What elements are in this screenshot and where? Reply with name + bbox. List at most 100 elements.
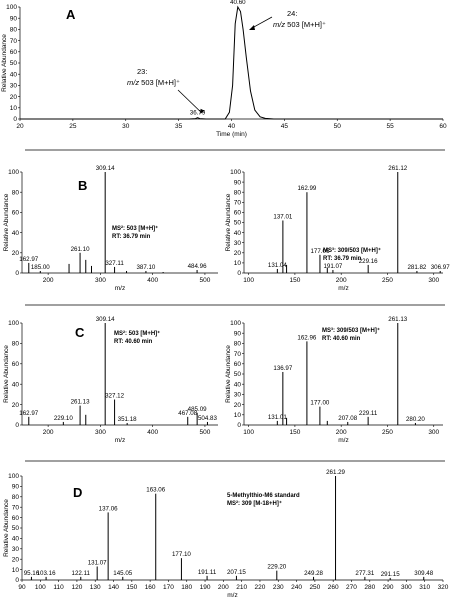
- peak-label: 249.28: [304, 570, 323, 577]
- peak-label: 136.97: [273, 365, 292, 372]
- y-tick-label: 40: [12, 381, 20, 388]
- peak-label: 207.08: [338, 415, 357, 422]
- x-tick-label: 100: [243, 429, 254, 436]
- y-tick-label: 10: [234, 412, 242, 419]
- y-axis-label: Relative Abundance: [225, 345, 232, 403]
- panel-letter-c: C: [75, 325, 85, 340]
- y-tick-label: 100: [8, 473, 19, 480]
- peak-label: 261.29: [326, 469, 345, 476]
- y-tick-label: 90: [10, 15, 18, 22]
- chart-b-ms3-spectrum: 0 10 20 30 40 50 60 70 80 90 100 100 150 200 250 300 m/z…: [225, 165, 450, 292]
- y-tick-label: 30: [234, 240, 242, 247]
- peak-label: 177.00: [310, 400, 329, 407]
- y-tick-label: 10: [10, 105, 18, 112]
- y-tick-label: 80: [12, 189, 20, 196]
- y-tick-label: 0: [13, 116, 17, 123]
- x-axis-label: m/z: [115, 285, 125, 292]
- x-tick-label: 40: [228, 123, 236, 130]
- x-tick-label: 500: [200, 429, 211, 436]
- peak-label: 122.11: [72, 570, 91, 577]
- y-tick-label: 30: [234, 392, 242, 399]
- x-tick-label: 35: [175, 123, 183, 130]
- y-axis-label: Relative Abundance: [3, 193, 10, 251]
- peak-label: 229.16: [359, 258, 378, 265]
- peak-label: 163.06: [146, 487, 165, 494]
- y-axis-label: Relative Abundance: [3, 345, 10, 403]
- y-tick-label: 100: [6, 4, 17, 11]
- annotation-23-arrow: [177, 89, 202, 114]
- y-tick-label: 60: [12, 210, 20, 217]
- spectrum-annotation-line: MS²: 503 [M+H]⁺: [114, 330, 160, 337]
- x-tick-label: 400: [147, 429, 158, 436]
- spectrum-annotation-line: RT: 36.79 min: [112, 234, 151, 240]
- y-tick-label: 90: [234, 179, 242, 186]
- peak-label: 327.12: [105, 393, 124, 400]
- x-tick-label: 200: [43, 277, 54, 284]
- spectrum-annotation-line: MS²: 309 [M-18+H]⁺: [227, 500, 282, 507]
- x-tick-label: 150: [126, 584, 137, 591]
- x-tick-label: 250: [382, 429, 393, 436]
- chart-a-chromatogram: 0 10 20 30 40 50 60 70 80 90 100 20 25 30 35 40 45 50 55 60…: [1, 0, 447, 138]
- y-tick-label: 20: [10, 94, 18, 101]
- x-tick-label: 60: [439, 123, 447, 130]
- annotation-23-mz: m/z 503 [M+H]⁺: [127, 78, 180, 87]
- x-tick-label: 230: [273, 584, 284, 591]
- peak-label: 95.16: [24, 570, 40, 577]
- peak-label: 484.96: [188, 263, 207, 270]
- y-tick-label: 20: [12, 250, 20, 257]
- peak-label: 261.12: [388, 165, 407, 172]
- y-tick-label: 10: [12, 567, 20, 574]
- x-tick-label: 200: [336, 429, 347, 436]
- x-axis-label: m/z: [227, 592, 237, 599]
- peak-label: 261.10: [71, 246, 90, 253]
- x-tick-label: 500: [200, 277, 211, 284]
- peak-label: 280.20: [406, 416, 425, 423]
- y-axis-label: Relative Abundance: [225, 193, 232, 251]
- peak-label: 137.01: [273, 213, 292, 220]
- y-tick-label: 20: [12, 556, 20, 563]
- x-tick-label: 300: [428, 429, 439, 436]
- y-tick-label: 90: [234, 330, 242, 337]
- x-tick-label: 140: [108, 584, 119, 591]
- peak-label: 36.79: [190, 110, 206, 117]
- x-tick-label: 210: [236, 584, 247, 591]
- peak-label: 145.05: [113, 570, 132, 577]
- x-tick-label: 55: [387, 123, 395, 130]
- y-tick-label: 70: [10, 38, 18, 45]
- x-tick-label: 250: [382, 277, 393, 284]
- x-tick-label: 290: [383, 584, 394, 591]
- y-tick-label: 80: [234, 341, 242, 348]
- peak-label: 485.09: [188, 406, 207, 413]
- y-tick-label: 0: [15, 270, 19, 277]
- peak-label: 309.14: [96, 316, 115, 323]
- spectrum-annotation-line: RT: 40.60 min: [114, 339, 153, 345]
- x-tick-label: 260: [328, 584, 339, 591]
- x-tick-label: 160: [145, 584, 156, 591]
- x-tick-label: 300: [95, 277, 106, 284]
- x-tick-label: 400: [147, 277, 158, 284]
- chart-c-ms2-spectrum: 0 20 40 60 80 100 200 300 400 500 m/z Relative Abun…: [3, 316, 218, 444]
- x-tick-label: 240: [291, 584, 302, 591]
- peak-label: 504.83: [198, 415, 217, 422]
- x-tick-label: 130: [90, 584, 101, 591]
- peak-label: 162.96: [297, 334, 316, 341]
- peak-label: 277.31: [355, 570, 374, 577]
- peak-label: 207.15: [227, 569, 246, 576]
- peak-label: 177.10: [172, 551, 191, 558]
- x-tick-label: 190: [200, 584, 211, 591]
- y-tick-label: 80: [234, 189, 242, 196]
- spectrum-annotation-line: 5-Methylthio-M6 standard: [227, 493, 300, 499]
- chart-b-ms2-spectrum: 0 20 40 60 80 100 200 300 400 500 m/z Relative Abun…: [3, 165, 218, 292]
- peak-label: 131.01: [268, 414, 287, 421]
- peak-label: 467.08: [178, 410, 197, 417]
- y-tick-label: 20: [234, 402, 242, 409]
- y-tick-label: 50: [12, 525, 20, 532]
- x-tick-label: 200: [43, 429, 54, 436]
- peak-label: 191.11: [198, 569, 217, 576]
- y-tick-label: 100: [8, 320, 19, 327]
- y-tick-label: 90: [12, 484, 20, 491]
- y-tick-label: 40: [12, 230, 20, 237]
- annotation-24-mz: m/z 503 [M+H]⁺: [273, 20, 326, 29]
- peak-label: 103.16: [37, 570, 56, 577]
